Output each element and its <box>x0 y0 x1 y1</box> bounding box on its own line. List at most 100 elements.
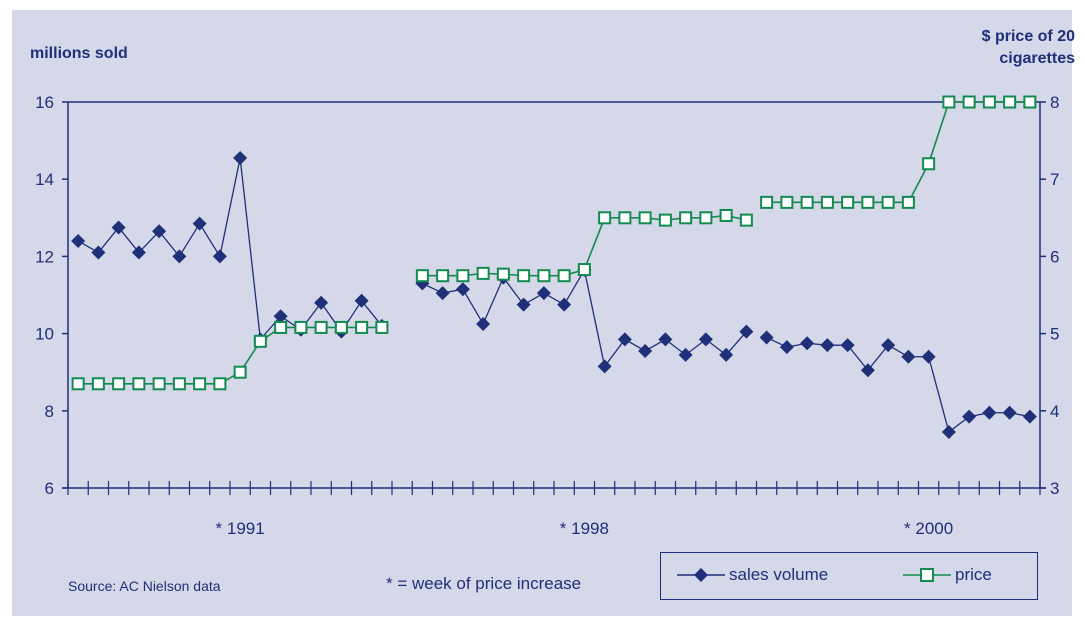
sales-point <box>800 336 815 351</box>
right-tick-label: 3 <box>1050 479 1059 498</box>
sales-point <box>860 363 875 378</box>
sales-point <box>516 297 531 312</box>
sales-point <box>759 330 774 345</box>
right-axis-title: $ price of 20 cigarettes <box>915 26 1075 70</box>
left-tick-label: 10 <box>35 325 54 344</box>
price-point <box>1003 95 1017 109</box>
price-point <box>719 208 733 222</box>
legend-item-sales: sales volume <box>677 565 828 585</box>
sales-point <box>739 324 754 339</box>
sales-point <box>273 309 288 324</box>
price-point <box>1023 95 1037 109</box>
sales-point <box>779 340 794 355</box>
price-point <box>699 211 713 225</box>
sales-line-segment <box>422 268 747 368</box>
price-point <box>233 365 247 379</box>
price-point <box>982 95 996 109</box>
sales-point <box>536 286 551 301</box>
sales-point <box>881 338 896 353</box>
sales-point <box>476 316 491 331</box>
right-axis-title-line-1: $ price of 20 <box>981 28 1075 45</box>
chart-panel <box>12 10 1072 616</box>
right-tick-label: 5 <box>1050 325 1059 344</box>
sales-point <box>212 249 227 264</box>
price-line-segment <box>78 326 382 385</box>
price-point <box>638 211 652 225</box>
price-point <box>132 377 146 391</box>
sales-point <box>820 338 835 353</box>
left-tick-label: 16 <box>35 93 54 112</box>
price-point <box>496 267 510 281</box>
price-point <box>679 211 693 225</box>
x-tick-label: * 1998 <box>560 519 609 538</box>
left-tick-label: 6 <box>45 479 54 498</box>
price-point <box>658 213 672 227</box>
sales-point <box>91 245 106 260</box>
price-point <box>193 377 207 391</box>
price-point <box>334 320 348 334</box>
sales-point <box>131 245 146 260</box>
price-point <box>780 195 794 209</box>
left-tick-label: 8 <box>45 402 54 421</box>
price-point <box>172 377 186 391</box>
price-point <box>355 320 369 334</box>
right-axis-title-line-2: cigarettes <box>999 50 1075 67</box>
sales-point <box>678 347 693 362</box>
diamond-marker-icon <box>677 568 725 582</box>
price-point <box>861 195 875 209</box>
sales-point <box>921 349 936 364</box>
source-note: Source: AC Nielson data <box>68 578 221 594</box>
price-point <box>476 266 490 280</box>
price-point <box>517 269 531 283</box>
left-axis-title: millions sold <box>30 45 128 62</box>
sales-point <box>192 216 207 231</box>
sales-line-segment <box>77 157 383 341</box>
price-point <box>820 195 834 209</box>
x-tick-label: * 2000 <box>904 519 953 538</box>
price-point <box>618 211 632 225</box>
sales-point <box>111 220 126 235</box>
legend: sales volume price <box>660 552 1038 600</box>
x-tick-label: * 1991 <box>216 519 265 538</box>
right-tick-label: 6 <box>1050 247 1059 266</box>
sales-point <box>698 332 713 347</box>
price-point <box>962 95 976 109</box>
left-tick-label: 12 <box>35 247 54 266</box>
price-point <box>436 269 450 283</box>
legend-label-sales: sales volume <box>729 565 829 584</box>
right-tick-label: 7 <box>1050 170 1059 189</box>
price-point <box>152 377 166 391</box>
sales-point <box>233 150 248 165</box>
price-point <box>760 195 774 209</box>
price-point <box>91 377 105 391</box>
sales-point <box>1002 405 1017 420</box>
sales-point <box>1022 409 1037 424</box>
sales-point <box>719 347 734 362</box>
sales-point <box>557 297 572 312</box>
sales-point <box>658 332 673 347</box>
sales-point <box>152 224 167 239</box>
price-point <box>577 263 591 277</box>
square-marker-icon <box>903 568 951 582</box>
price-point <box>253 334 267 348</box>
price-point <box>112 377 126 391</box>
price-point <box>800 195 814 209</box>
price-point <box>841 195 855 209</box>
sales-point <box>71 233 86 248</box>
sales-point <box>638 343 653 358</box>
price-point <box>739 213 753 227</box>
price-point <box>294 320 308 334</box>
price-point <box>922 157 936 171</box>
price-point <box>598 211 612 225</box>
sales-point <box>982 405 997 420</box>
sales-point <box>354 293 369 308</box>
price-point <box>942 95 956 109</box>
price-point <box>415 269 429 283</box>
left-tick-label: 14 <box>35 170 54 189</box>
price-point <box>456 269 470 283</box>
footnote: * = week of price increase <box>386 574 582 593</box>
right-tick-label: 4 <box>1050 402 1059 421</box>
sales-point <box>314 295 329 310</box>
price-point <box>71 377 85 391</box>
sales-point <box>962 409 977 424</box>
